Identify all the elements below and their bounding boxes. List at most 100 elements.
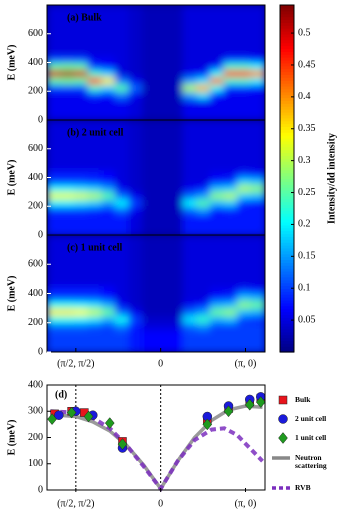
heatmap-cell: [169, 84, 184, 92]
heatmap-cell: [142, 315, 157, 324]
colorbar-strip: [280, 291, 294, 295]
x-tick-label: (π, 0): [235, 358, 257, 369]
heatmap-cell: [60, 91, 75, 99]
marker: [223, 405, 234, 418]
heatmap-cell: [182, 191, 197, 200]
colorbar-tick-label: 0.4: [298, 91, 311, 102]
heatmap-cell: [182, 84, 197, 92]
heatmap-cell: [182, 300, 197, 309]
y-axis-label: E (meV): [6, 420, 17, 456]
colorbar-strip: [280, 271, 294, 275]
heatmap-cell: [250, 206, 265, 214]
colorbar-tick-label: 0.1: [298, 283, 311, 294]
y-tick-label: 0: [38, 114, 43, 125]
heatmap-cell: [128, 5, 143, 56]
colorbar-strip: [280, 236, 294, 240]
heatmap: [47, 5, 265, 120]
heatmap-cell: [237, 286, 252, 294]
heatmap-cell: [169, 235, 184, 287]
heatmap-cell: [223, 55, 238, 63]
colorbar-strip: [280, 198, 294, 203]
colorbar-tick-label: 0.25: [298, 187, 316, 198]
colorbar-strip: [280, 143, 294, 148]
heatmap-cell: [250, 76, 265, 85]
heatmap-cell: [60, 308, 75, 316]
heatmap-cell: [101, 55, 116, 63]
heatmap-cell: [209, 184, 224, 193]
heatmap-cell: [209, 213, 224, 235]
heatmap-cell: [142, 91, 157, 99]
y-tick-label: 600: [28, 143, 43, 154]
colorbar-strip: [280, 117, 294, 122]
heatmap-cell: [74, 177, 89, 186]
heatmap-cell: [47, 184, 62, 193]
heatmap-cell: [60, 322, 75, 331]
colorbar-tick-label: 0.5: [298, 27, 311, 38]
colorbar-strip: [280, 175, 294, 180]
heatmap-cell: [223, 235, 238, 287]
heatmap-cell: [169, 308, 184, 316]
legend-marker: [278, 414, 288, 424]
marker: [66, 406, 77, 419]
heatmap-cell: [87, 76, 102, 85]
heatmap-cell: [250, 322, 265, 331]
heatmap-cell: [47, 170, 62, 178]
heatmap-cell: [196, 177, 211, 186]
colorbar-strip: [280, 190, 294, 194]
heatmap-cell: [87, 184, 102, 193]
heatmap-cell: [209, 76, 224, 85]
colorbar-strip: [280, 221, 294, 226]
heatmap-cell: [47, 330, 62, 352]
heatmap-cell: [250, 120, 265, 171]
heatmap-cell: [87, 206, 102, 214]
marker: [83, 410, 94, 423]
colorbar-strip: [280, 265, 294, 269]
colorbar-strip: [280, 22, 294, 26]
heatmap-cell: [142, 330, 157, 352]
x-tick-label: (π/2, π/2): [57, 358, 94, 369]
heatmap-cell: [87, 235, 102, 287]
heatmap-cell: [74, 315, 89, 324]
heatmap-cell: [47, 293, 62, 302]
heatmap-cell: [74, 55, 89, 63]
heatmap-cell: [237, 84, 252, 92]
y-tick-label: 0: [38, 484, 43, 495]
heatmap-cell: [114, 191, 129, 200]
heatmap-cell: [237, 293, 252, 302]
heatmap-cell: [128, 62, 143, 71]
heatmap-cell: [182, 98, 197, 120]
heatmap-cell: [182, 199, 197, 207]
heatmap-cell: [169, 199, 184, 207]
heatmap-cell: [87, 213, 102, 235]
heatmap-cell: [250, 84, 265, 92]
colorbar-strip: [280, 331, 294, 336]
heatmap-cell: [196, 308, 211, 316]
heatmap-cell: [196, 293, 211, 302]
heatmap-cell: [47, 76, 62, 85]
heatmap-cell: [209, 308, 224, 316]
heatmap-cell: [114, 120, 129, 171]
heatmap-cell: [101, 213, 116, 235]
heatmap-cell: [101, 84, 116, 92]
heatmap-cell: [250, 286, 265, 294]
colorbar-strip: [280, 184, 294, 188]
heatmap-cell: [60, 199, 75, 207]
heatmap-cell: [196, 62, 211, 71]
heatmap-cell: [250, 293, 265, 302]
heatmap-cell: [250, 91, 265, 99]
heatmap-cell: [196, 235, 211, 287]
heatmap-cell: [87, 84, 102, 92]
heatmap-cell: [223, 206, 238, 214]
heatmap-cell: [60, 120, 75, 171]
heatmap-cell: [209, 91, 224, 99]
heatmap-cell: [60, 177, 75, 186]
heatmap-cell: [223, 177, 238, 186]
y-tick-label: 100: [28, 458, 43, 469]
heatmap-cell: [169, 120, 184, 171]
heatmap-cell: [169, 170, 184, 178]
colorbar-strip: [280, 216, 294, 220]
heatmap-cell: [182, 69, 197, 78]
heatmap-cell: [60, 286, 75, 294]
heatmap-cell: [223, 286, 238, 294]
heatmap-cell: [196, 69, 211, 78]
